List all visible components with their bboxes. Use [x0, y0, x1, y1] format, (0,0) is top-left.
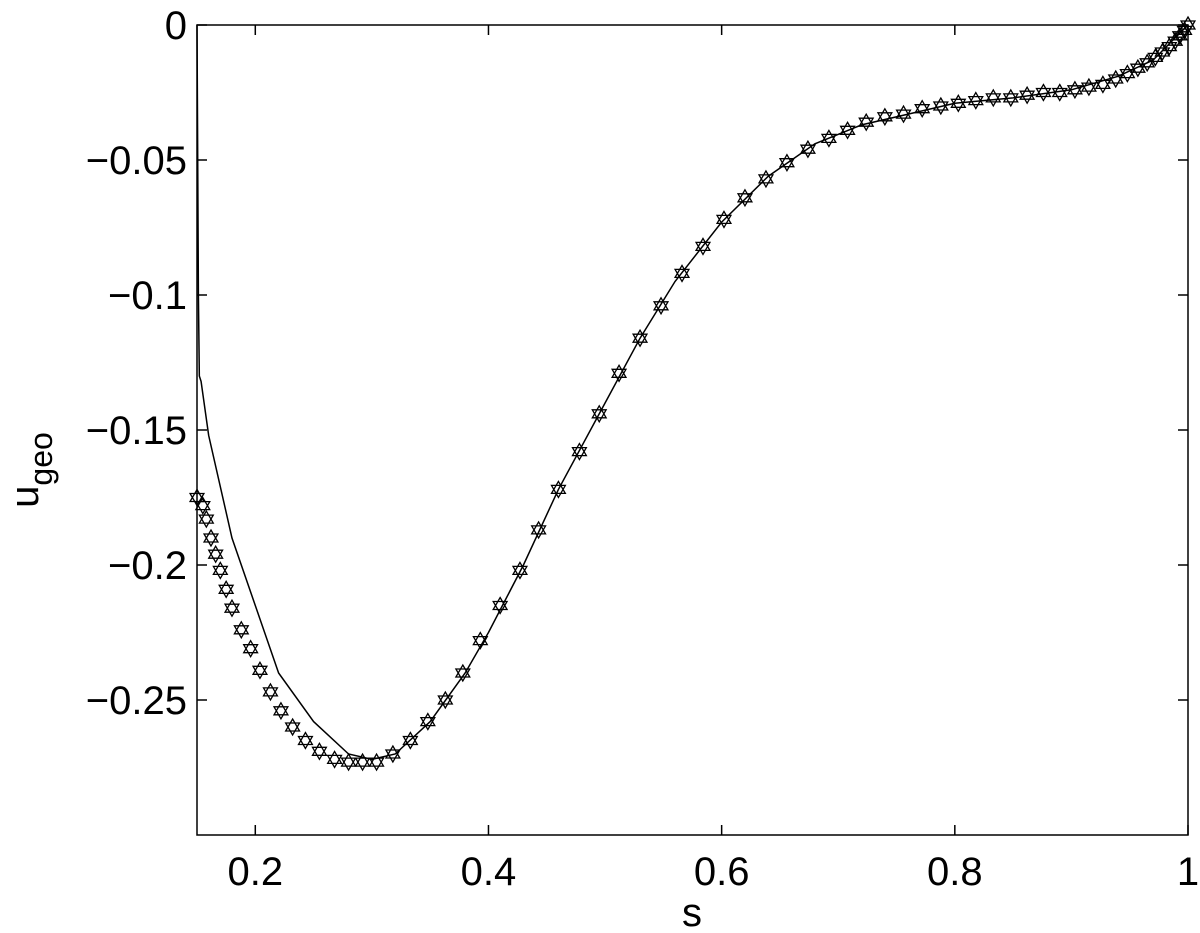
data-point [895, 104, 912, 124]
data-point [511, 561, 529, 580]
data-point [207, 544, 224, 564]
data-point [272, 701, 289, 721]
data-point [402, 731, 419, 750]
data-point [530, 520, 547, 540]
data-point [194, 496, 211, 515]
data-point [736, 188, 754, 208]
data-point [571, 442, 588, 461]
data-point [354, 752, 371, 772]
data-point [694, 237, 712, 256]
data-point [1066, 80, 1083, 100]
data-point [985, 88, 1002, 108]
x-axis-label: s [682, 891, 702, 933]
data-point [950, 94, 967, 113]
data-point [1107, 69, 1124, 89]
y-axis-label-main: u [3, 486, 47, 508]
data-point [242, 639, 259, 658]
data-point [472, 631, 489, 650]
data-point [932, 96, 949, 116]
data-point [778, 153, 795, 173]
y-axis-label: ugeo [3, 432, 59, 508]
data-point [368, 752, 385, 772]
data-point [223, 598, 241, 618]
x-tick-label: 0.4 [461, 850, 517, 894]
data-point [1179, 15, 1197, 35]
data-point [1002, 88, 1019, 108]
y-tick-label: −0.05 [86, 139, 187, 183]
data-point [384, 744, 401, 764]
data-point [1035, 83, 1052, 102]
data-point [858, 112, 875, 132]
data-point [820, 129, 837, 148]
data-point [340, 752, 357, 772]
data-point [454, 663, 471, 683]
data-point [652, 296, 670, 316]
data-point [610, 364, 628, 383]
data-point [251, 661, 269, 680]
x-tick-label: 1 [1177, 850, 1199, 894]
data-point [876, 107, 893, 127]
data-point [284, 717, 301, 737]
data-point [437, 690, 454, 710]
data-point [799, 139, 816, 159]
data-point [914, 99, 931, 118]
data-point [631, 328, 649, 348]
data-point [311, 742, 328, 761]
x-tick-label: 0.8 [927, 850, 983, 894]
data-point [326, 750, 343, 769]
data-point [1019, 85, 1036, 105]
y-tick-label: −0.25 [86, 679, 187, 723]
data-point [715, 210, 733, 229]
data-point [492, 596, 509, 615]
data-point [202, 528, 220, 548]
y-tick-label: −0.1 [108, 274, 187, 318]
data-point [1080, 77, 1097, 97]
data-point [550, 480, 567, 499]
y-axis-label-subscript: geo [23, 432, 59, 485]
data-point [262, 682, 279, 702]
plot-frame [196, 24, 1189, 836]
data-point [233, 620, 250, 640]
data-point [297, 731, 314, 750]
data-line [196, 24, 1189, 761]
data-point [419, 712, 436, 731]
y-tick-label: −0.2 [108, 544, 187, 588]
data-point [1119, 64, 1136, 83]
y-tick-label: 0 [165, 4, 187, 48]
data-point [1051, 83, 1068, 102]
data-point [218, 580, 235, 599]
data-point [198, 509, 215, 529]
x-tick-label: 0.6 [694, 850, 750, 894]
data-point [1094, 75, 1111, 94]
x-tick-label: 0.2 [227, 850, 283, 894]
data-point [591, 404, 608, 424]
data-point [967, 91, 984, 110]
data-point [757, 169, 775, 189]
data-point [673, 264, 691, 283]
data-point [839, 121, 856, 140]
data-point [212, 561, 229, 580]
y-tick-label: −0.15 [86, 409, 187, 453]
